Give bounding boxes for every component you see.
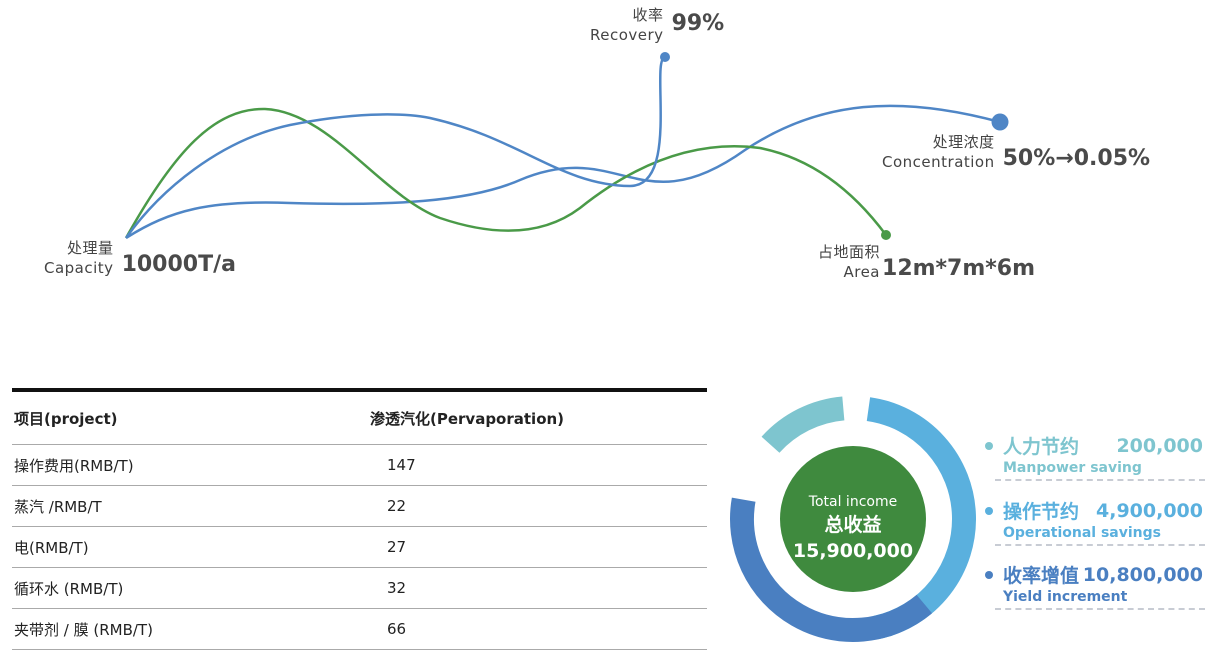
table-row: 夹带剂 / 膜 (RMB/T) 66 (12, 609, 707, 650)
table-header-row: 项目(project) 渗透汽化(Pervaporation) (12, 392, 707, 445)
income-donut (730, 396, 976, 642)
metric-recovery: 收率 Recovery 99% (590, 5, 724, 45)
endpoint-recovery-dot (660, 52, 670, 62)
metric-concentration: 处理浓度 Concentration 50%→0.05% (882, 132, 1150, 172)
metric-label-cn: 处理量 (67, 239, 114, 257)
legend-divider (995, 479, 1205, 481)
cost-table: 项目(project) 渗透汽化(Pervaporation) 操作费用(RMB… (12, 388, 707, 650)
legend-dot-icon (985, 506, 993, 515)
donut-segment-manpower (761, 396, 845, 454)
table-cell-item: 蒸汽 /RMB/T (14, 497, 102, 516)
donut-center-circle (780, 446, 926, 592)
legend-divider (995, 608, 1205, 610)
table-cell-item: 电(RMB/T) (14, 538, 89, 557)
legend-dot-icon (985, 441, 993, 450)
legend-divider (995, 544, 1205, 546)
table-top-rule (12, 388, 707, 392)
curve-blue-recovery (124, 55, 666, 239)
table-cell-item: 操作费用(RMB/T) (14, 456, 134, 475)
metric-label-en: Recovery (590, 26, 664, 44)
metric-label-cn: 处理浓度 (932, 133, 995, 151)
table-cell-value: 32 (387, 579, 407, 597)
curve-blue-concentration (125, 104, 1001, 240)
legend-item: 操作节约 4,900,000 Operational savings (985, 497, 1205, 546)
metric-label-en: Concentration (882, 153, 995, 171)
metric-label-cn: 收率 (632, 6, 664, 24)
metric-area: 占地面积 Area 12m*7m*6m (818, 242, 1035, 282)
legend-amount: 4,900,000 (1096, 499, 1203, 522)
total-income-label-en: Total income (808, 494, 898, 510)
metric-capacity: 处理量 Capacity 10000T/a (44, 238, 236, 278)
metric-label-cn: 占地面积 (818, 243, 881, 261)
legend-dot-icon (985, 570, 993, 579)
legend-name-cn: 人力节约 (1003, 436, 1080, 458)
endpoint-area-dot (881, 230, 891, 240)
legend-item: 人力节约 200,000 Manpower saving (985, 432, 1205, 481)
table-body: 操作费用(RMB/T) 147 蒸汽 /RMB/T 22 电(RMB/T) 27 循环水 (… (12, 445, 707, 650)
donut-segment-yield (730, 497, 933, 642)
table-row: 蒸汽 /RMB/T 22 (12, 486, 707, 527)
table-cell-value: 66 (387, 620, 407, 638)
table-cell-item: 循环水 (RMB/T) (14, 579, 124, 598)
table-header-project: 项目(project) (14, 409, 118, 428)
performance-curves (124, 52, 1009, 240)
legend-name-cn: 收率增值 (1003, 565, 1080, 587)
table-cell-value: 22 (387, 497, 407, 515)
legend-name-cn: 操作节约 (1003, 501, 1080, 523)
table-row: 操作费用(RMB/T) 147 (12, 445, 707, 486)
table-header-pervaporation: 渗透汽化(Pervaporation) (370, 409, 565, 428)
table-cell-value: 147 (387, 456, 416, 474)
legend-item: 收率增值 10,800,000 Yield increment (985, 561, 1205, 610)
table-row: 电(RMB/T) 27 (12, 527, 707, 568)
table-cell-value: 27 (387, 538, 407, 556)
metric-label-en: Capacity (44, 259, 114, 277)
total-income-label-cn: 总收益 (824, 514, 882, 536)
legend-name-en: Operational savings (1003, 525, 1161, 541)
legend-amount: 200,000 (1116, 434, 1203, 457)
curve-green-area (124, 107, 888, 239)
metric-value: 50%→0.05% (1002, 146, 1151, 171)
legend-name-en: Manpower saving (1003, 460, 1142, 476)
metric-value: 99% (671, 11, 725, 36)
table-cell-item: 夹带剂 / 膜 (RMB/T) (14, 620, 153, 639)
metric-value: 10000T/a (121, 252, 236, 277)
table-row: 循环水 (RMB/T) 32 (12, 568, 707, 609)
metric-value: 12m*7m*6m (882, 256, 1036, 281)
endpoint-concentration-dot (991, 113, 1009, 131)
metric-label-en: Area (843, 263, 881, 281)
total-income-value: 15,900,000 (792, 540, 914, 562)
legend-name-en: Yield increment (1003, 589, 1128, 605)
total-income-center: Total income 总收益 15,900,000 (779, 465, 927, 591)
legend-amount: 10,800,000 (1082, 563, 1203, 586)
